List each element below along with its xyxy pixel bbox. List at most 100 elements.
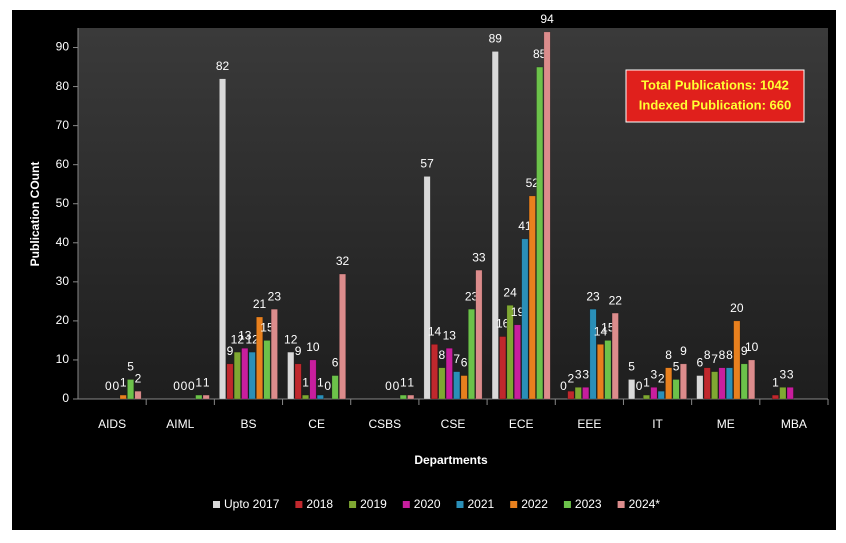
bar [567,390,575,400]
data-label: 1 [302,375,309,389]
bar [733,320,741,400]
data-label: 1 [643,375,650,389]
bar [628,379,636,400]
bar [302,394,309,400]
y-tick-label: 60 [56,157,70,171]
bar [665,367,673,400]
bar [604,340,612,400]
data-label: 85 [533,47,547,61]
y-axis-title: Publication COunt [28,162,42,267]
data-label: 1 [317,375,324,389]
y-tick-label: 50 [56,196,70,210]
data-label: 1 [195,375,202,389]
data-label: 9 [741,344,748,358]
legend-swatch [295,501,303,508]
bar [771,394,779,400]
data-label: 13 [238,328,252,342]
bar [119,394,127,400]
bar [263,340,271,400]
data-label: 6 [696,356,703,370]
bar [696,375,704,400]
data-label: 41 [518,219,532,233]
legend-label: 2020 [414,497,441,511]
bar [543,31,551,400]
data-label: 10 [745,340,759,354]
bar [657,390,665,400]
bar [703,367,711,400]
x-axis-title: Departments [414,453,488,467]
data-label: 33 [472,250,486,264]
data-label: 12 [284,332,298,346]
annotation-box [625,69,805,123]
legend-label: 2019 [360,497,387,511]
bar [582,387,590,400]
bar [339,273,346,400]
data-label: 6 [332,356,339,370]
data-label: 8 [439,348,446,362]
data-label: 6 [461,356,468,370]
bar [287,351,295,400]
data-label: 94 [540,12,554,26]
data-label: 57 [420,157,434,171]
data-label: 1 [400,375,407,389]
bar [597,344,604,400]
bar [316,394,324,400]
y-tick-label: 80 [56,79,70,93]
x-tick-label: AIDS [98,417,126,431]
bar [423,176,431,400]
data-label: 5 [127,360,134,374]
bar [718,367,726,400]
y-tick-label: 90 [56,40,70,54]
data-label: 1 [120,375,127,389]
data-label: 52 [526,176,540,190]
bar [589,308,597,400]
data-label: 23 [586,289,600,303]
data-label: 0 [385,379,392,393]
data-label: 14 [428,324,442,338]
data-label: 0 [560,379,567,393]
data-label: 19 [511,305,525,319]
bar [202,394,210,400]
data-label: 2 [658,371,665,385]
data-label: 3 [575,367,582,381]
bar [611,312,619,400]
data-label: 5 [673,360,680,374]
data-label: 82 [216,59,230,73]
x-tick-label: MBA [781,417,807,431]
bar [453,371,461,400]
bar [740,363,748,400]
bar [399,394,407,400]
data-label: 14 [594,324,608,338]
bar [195,394,203,400]
data-label: 8 [726,348,733,362]
data-label: 1 [203,375,210,389]
data-label: 10 [306,340,320,354]
data-label: 3 [787,367,794,381]
bar [460,375,468,400]
bar [536,66,544,400]
data-label: 0 [173,379,180,393]
y-tick-label: 70 [56,118,70,132]
data-label: 0 [636,379,643,393]
data-label: 7 [453,352,460,366]
data-label: 15 [260,321,274,335]
bar [650,387,658,400]
bar [725,367,733,400]
data-label: 15 [601,321,615,335]
bar [407,394,415,400]
data-label: 9 [295,344,302,358]
data-label: 89 [489,32,503,46]
bar [219,78,227,400]
bar [491,51,499,400]
data-label: 23 [465,289,479,303]
bar [711,371,719,400]
legend-label: 2024* [629,497,661,511]
data-label: 0 [393,379,400,393]
data-label: 3 [651,367,658,381]
data-label: 8 [719,348,726,362]
data-label: 16 [496,317,510,331]
bar [270,308,278,400]
data-label: 3 [582,367,589,381]
bar [748,359,756,400]
